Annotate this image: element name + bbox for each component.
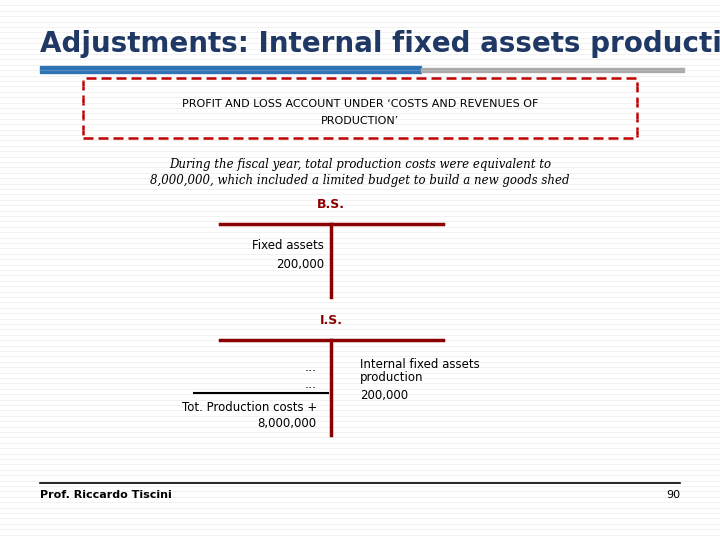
- Text: Internal fixed assets: Internal fixed assets: [360, 358, 480, 371]
- Text: Tot. Production costs +: Tot. Production costs +: [181, 401, 317, 414]
- Text: PROFIT AND LOSS ACCOUNT UNDER ‘COSTS AND REVENUES OF: PROFIT AND LOSS ACCOUNT UNDER ‘COSTS AND…: [182, 99, 538, 109]
- Text: Fixed assets: Fixed assets: [252, 239, 324, 252]
- Text: During the fiscal year, total production costs were equivalent to: During the fiscal year, total production…: [169, 158, 551, 171]
- Text: ...: ...: [305, 361, 317, 374]
- Text: 200,000: 200,000: [276, 258, 324, 271]
- Text: 8,000,000: 8,000,000: [258, 417, 317, 430]
- Text: production: production: [360, 372, 423, 384]
- Text: B.S.: B.S.: [318, 198, 345, 211]
- Bar: [40, 66, 421, 73]
- Text: I.S.: I.S.: [320, 314, 343, 327]
- Text: Prof. Riccardo Tiscini: Prof. Riccardo Tiscini: [40, 490, 171, 501]
- Text: ...: ...: [305, 378, 317, 391]
- Text: 8,000,000, which included a limited budget to build a new goods shed: 8,000,000, which included a limited budg…: [150, 174, 570, 187]
- Text: 90: 90: [666, 490, 680, 501]
- Text: Adjustments: Internal fixed assets production: Adjustments: Internal fixed assets produ…: [40, 30, 720, 58]
- Bar: [421, 68, 684, 72]
- Text: PRODUCTION’: PRODUCTION’: [321, 117, 399, 126]
- Text: 200,000: 200,000: [360, 389, 408, 402]
